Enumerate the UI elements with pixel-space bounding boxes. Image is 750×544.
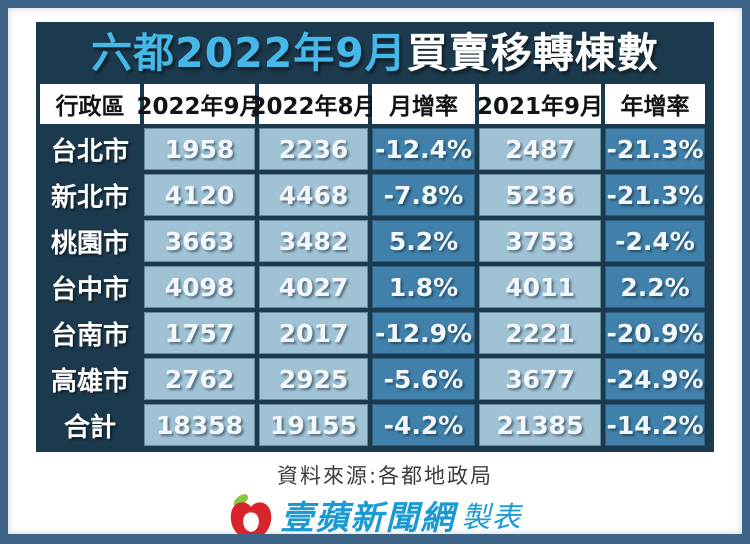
value-cell: 4468 [259, 174, 368, 216]
rate-cell: -7.8% [372, 174, 475, 216]
apple-logo-icon [231, 494, 272, 534]
region-label: 新北市 [40, 174, 140, 216]
title-highlight: 六都2022年9月 [91, 28, 407, 77]
region-label: 台北市 [40, 128, 140, 170]
value-cell: 2762 [144, 358, 255, 400]
value-cell: 2236 [259, 128, 368, 170]
rate-cell: -21.3% [605, 174, 705, 216]
value-cell: 21385 [479, 404, 601, 446]
value-cell: 5236 [479, 174, 601, 216]
value-cell: 4098 [144, 266, 255, 308]
region-label: 桃園市 [40, 220, 140, 262]
brand-name: 壹蘋新聞網 [280, 497, 456, 537]
value-cell: 3663 [144, 220, 255, 262]
value-cell: 4120 [144, 174, 255, 216]
value-cell: 18358 [144, 404, 255, 446]
rate-cell: -14.2% [605, 404, 705, 446]
column-header: 2021年9月 [477, 84, 603, 124]
value-cell: 3677 [479, 358, 601, 400]
rate-cell: -12.4% [372, 128, 475, 170]
value-cell: 2221 [479, 312, 601, 354]
rate-cell: -20.9% [605, 312, 705, 354]
rate-cell: 1.8% [372, 266, 475, 308]
value-cell: 1757 [144, 312, 255, 354]
rate-cell: -2.4% [605, 220, 705, 262]
data-source-text: 資料來源:各都地政局 [276, 464, 494, 488]
value-cell: 2017 [259, 312, 368, 354]
value-cell: 19155 [259, 404, 368, 446]
column-header: 行政區 [40, 84, 140, 124]
region-label: 台中市 [40, 266, 140, 308]
page-title: 六都2022年9月 買賣移轉棟數 [36, 22, 714, 84]
data-table: 行政區 2022年9月 2022年8月 月增率 2021年9月 年增率台北市 1958 223… [36, 84, 714, 446]
value-cell: 2487 [479, 128, 601, 170]
brand-suffix: 製表 [461, 499, 522, 534]
value-cell: 3753 [479, 220, 601, 262]
region-label: 台南市 [40, 312, 140, 354]
region-label: 合計 [40, 404, 140, 446]
column-header: 2022年9月 [136, 84, 263, 124]
rate-cell: -21.3% [605, 128, 705, 170]
column-header: 年增率 [605, 84, 705, 124]
value-cell: 1958 [144, 128, 255, 170]
table-card: 六都2022年9月 買賣移轉棟數 行政區 2022年9月 2022年8月 月增率 2021… [36, 22, 714, 452]
value-cell: 2925 [259, 358, 368, 400]
region-label: 高雄市 [40, 358, 140, 400]
rate-cell: -12.9% [372, 312, 475, 354]
footer: 資料來源:各都地政局 壹蘋新聞網 製表 [8, 460, 742, 537]
rate-cell: 2.2% [605, 266, 705, 308]
column-header: 月增率 [372, 84, 475, 124]
rate-cell: -4.2% [372, 404, 475, 446]
value-cell: 3482 [259, 220, 368, 262]
brand-line: 壹蘋新聞網 製表 [8, 492, 742, 537]
rate-cell: 5.2% [372, 220, 475, 262]
rate-cell: -5.6% [372, 358, 475, 400]
rate-cell: -24.9% [605, 358, 705, 400]
value-cell: 4027 [259, 266, 368, 308]
value-cell: 4011 [479, 266, 601, 308]
title-rest: 買賣移轉棟數 [406, 28, 659, 77]
column-header: 2022年8月 [250, 84, 377, 124]
